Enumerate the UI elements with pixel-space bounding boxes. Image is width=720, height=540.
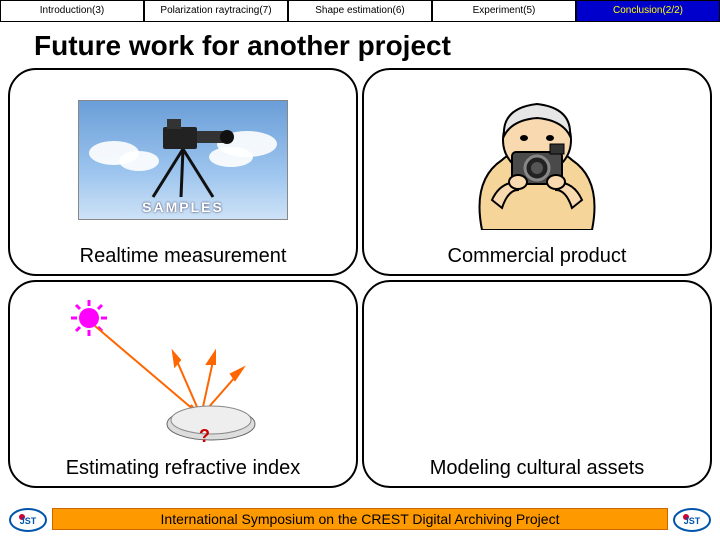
samples-label: SAMPLES [142, 199, 224, 215]
footer: JST International Symposium on the CREST… [0, 504, 720, 534]
jst-logo-icon: JST [8, 507, 48, 533]
card-caption: Commercial product [448, 245, 627, 268]
card-realtime: SAMPLES Realtime measurement [8, 68, 358, 276]
commercial-illustration [374, 78, 700, 241]
card-grid: SAMPLES Realtime measurement [0, 68, 720, 488]
tab-shape-estimation[interactable]: Shape estimation(6) [288, 0, 432, 22]
refractive-illustration: ? [20, 290, 346, 453]
card-caption: Realtime measurement [80, 245, 287, 268]
svg-text:JST: JST [20, 516, 37, 526]
footer-text: International Symposium on the CREST Dig… [161, 511, 560, 527]
logo-left: JST [6, 506, 50, 534]
sky-photo: SAMPLES [78, 100, 288, 220]
card-caption: Estimating refractive index [66, 457, 301, 480]
refractive-diagram-icon: ? [43, 292, 323, 452]
tab-bar: Introduction(3) Polarization raytracing(… [0, 0, 720, 22]
photographer-icon [422, 90, 652, 230]
tab-polarization[interactable]: Polarization raytracing(7) [144, 0, 288, 22]
slide-title: Future work for another project [0, 22, 720, 68]
svg-text:JST: JST [684, 516, 701, 526]
card-commercial: Commercial product [362, 68, 712, 276]
footer-bar: International Symposium on the CREST Dig… [52, 508, 668, 530]
card-caption: Modeling cultural assets [430, 457, 645, 480]
tab-experiment[interactable]: Experiment(5) [432, 0, 576, 22]
card-refractive: ? Estimating refractive index [8, 280, 358, 488]
logo-right: JST [670, 506, 714, 534]
card-cultural: Modeling cultural assets [362, 280, 712, 488]
cultural-illustration [374, 290, 700, 453]
tab-conclusion[interactable]: Conclusion(2/2) [576, 0, 720, 22]
jst-logo-icon: JST [672, 507, 712, 533]
tab-introduction[interactable]: Introduction(3) [0, 0, 144, 22]
tripod-camera-icon [123, 109, 243, 204]
realtime-illustration: SAMPLES [20, 78, 346, 241]
question-mark: ? [199, 426, 210, 446]
